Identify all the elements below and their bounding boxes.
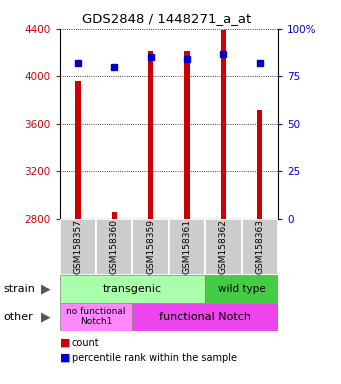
Bar — [148, 51, 153, 219]
Bar — [60, 275, 205, 303]
Text: other: other — [3, 311, 33, 322]
Text: GSM158361: GSM158361 — [182, 219, 192, 274]
Text: no functional
Notch1: no functional Notch1 — [66, 307, 126, 326]
Text: wild type: wild type — [218, 283, 265, 294]
Text: percentile rank within the sample: percentile rank within the sample — [72, 353, 237, 362]
Bar — [132, 219, 169, 275]
Text: count: count — [72, 338, 99, 348]
Text: ▶: ▶ — [41, 282, 51, 295]
Text: GSM158357: GSM158357 — [73, 219, 83, 274]
Bar — [169, 219, 205, 275]
Text: GDS2848 / 1448271_a_at: GDS2848 / 1448271_a_at — [83, 12, 252, 25]
Text: GSM158360: GSM158360 — [110, 219, 119, 274]
Bar — [112, 212, 117, 219]
Bar — [132, 303, 278, 331]
Bar — [96, 219, 132, 275]
Bar — [257, 109, 263, 219]
Text: GSM158359: GSM158359 — [146, 219, 155, 274]
Bar — [60, 303, 132, 331]
Text: GSM158363: GSM158363 — [255, 219, 264, 274]
Text: strain: strain — [3, 283, 35, 294]
Bar — [60, 219, 96, 275]
Bar — [184, 51, 190, 219]
Text: GSM158362: GSM158362 — [219, 219, 228, 274]
Text: ■: ■ — [60, 338, 70, 348]
Text: transgenic: transgenic — [103, 283, 162, 294]
Text: functional Notch: functional Notch — [159, 311, 251, 322]
Bar — [75, 81, 80, 219]
Bar — [205, 219, 241, 275]
Text: ■: ■ — [60, 353, 70, 362]
Bar — [241, 219, 278, 275]
Text: ▶: ▶ — [41, 310, 51, 323]
Bar — [221, 30, 226, 219]
Bar — [205, 275, 278, 303]
